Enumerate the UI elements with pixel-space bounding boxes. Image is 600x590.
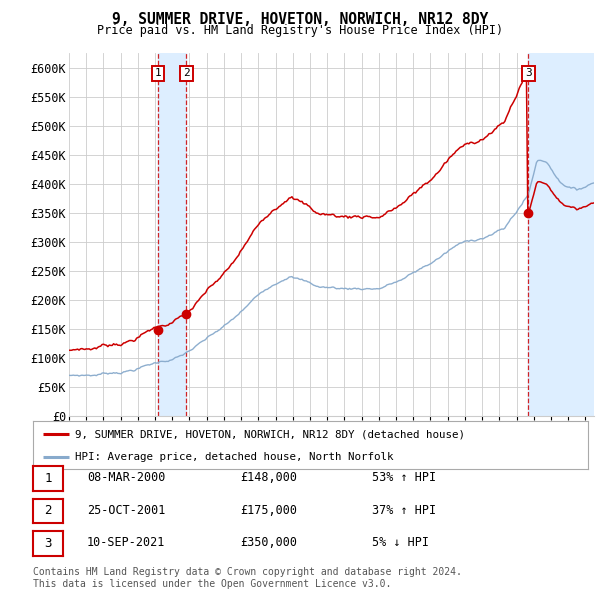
Text: 2: 2 bbox=[44, 504, 52, 517]
Bar bbox=[529, 53, 594, 416]
Text: £148,000: £148,000 bbox=[240, 471, 297, 484]
Text: 37% ↑ HPI: 37% ↑ HPI bbox=[372, 504, 436, 517]
Text: 1: 1 bbox=[44, 472, 52, 485]
Text: 08-MAR-2000: 08-MAR-2000 bbox=[87, 471, 166, 484]
Text: 9, SUMMER DRIVE, HOVETON, NORWICH, NR12 8DY: 9, SUMMER DRIVE, HOVETON, NORWICH, NR12 … bbox=[112, 12, 488, 27]
Text: £350,000: £350,000 bbox=[240, 536, 297, 549]
Bar bbox=[158, 53, 187, 416]
Text: 1: 1 bbox=[155, 68, 162, 78]
Text: 3: 3 bbox=[525, 68, 532, 78]
Text: 53% ↑ HPI: 53% ↑ HPI bbox=[372, 471, 436, 484]
Text: HPI: Average price, detached house, North Norfolk: HPI: Average price, detached house, Nort… bbox=[74, 452, 393, 462]
Text: £175,000: £175,000 bbox=[240, 504, 297, 517]
Text: 25-OCT-2001: 25-OCT-2001 bbox=[87, 504, 166, 517]
Text: Contains HM Land Registry data © Crown copyright and database right 2024.
This d: Contains HM Land Registry data © Crown c… bbox=[33, 567, 462, 589]
Text: 10-SEP-2021: 10-SEP-2021 bbox=[87, 536, 166, 549]
Text: Price paid vs. HM Land Registry's House Price Index (HPI): Price paid vs. HM Land Registry's House … bbox=[97, 24, 503, 37]
Text: 2: 2 bbox=[183, 68, 190, 78]
Text: 3: 3 bbox=[44, 537, 52, 550]
Text: 9, SUMMER DRIVE, HOVETON, NORWICH, NR12 8DY (detached house): 9, SUMMER DRIVE, HOVETON, NORWICH, NR12 … bbox=[74, 429, 464, 439]
Text: 5% ↓ HPI: 5% ↓ HPI bbox=[372, 536, 429, 549]
